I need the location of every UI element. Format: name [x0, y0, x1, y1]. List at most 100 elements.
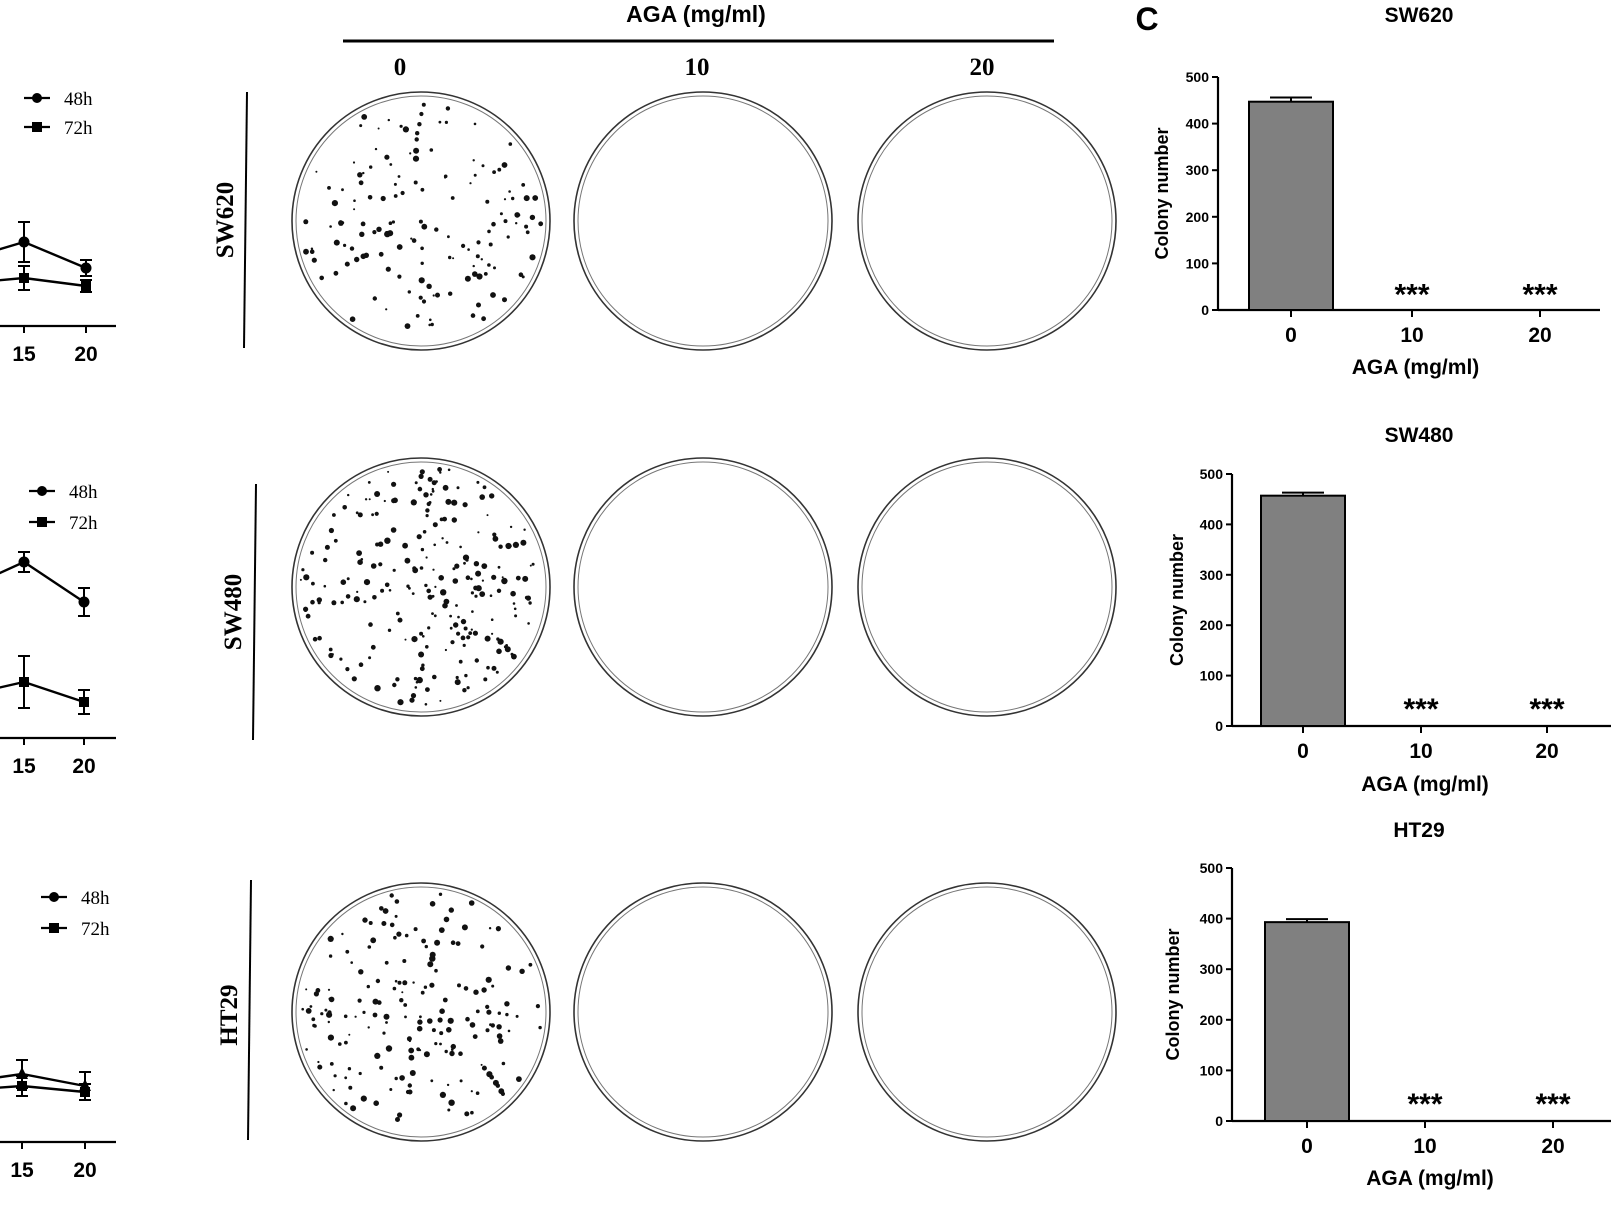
colony-dot: [509, 525, 513, 529]
significance-marker: ***: [1522, 278, 1557, 311]
colony-dot: [450, 940, 456, 945]
x-tick-label: 10: [1409, 740, 1432, 763]
colony-dot: [368, 498, 371, 501]
colony-dot: [317, 635, 322, 641]
colony-dot: [423, 1051, 430, 1058]
colony-dot: [426, 588, 432, 594]
colony-dot: [418, 295, 423, 300]
colony-dot: [450, 640, 455, 645]
colony-dot: [441, 537, 444, 540]
colony-dot: [510, 590, 516, 597]
colony-dot: [429, 901, 436, 907]
colony-dot: [477, 531, 480, 534]
colony-dot: [439, 699, 442, 702]
colony-dot: [397, 1112, 403, 1118]
colony-dot: [382, 908, 389, 914]
colony-dot: [506, 235, 510, 239]
colony-dot: [497, 1038, 504, 1044]
colony-dot: [329, 1062, 334, 1066]
colony-dot: [507, 1029, 511, 1033]
colony-dot: [404, 557, 411, 564]
colony-dot: [380, 588, 385, 593]
colony-dot: [391, 481, 397, 487]
colony-dot: [400, 190, 405, 196]
colony-dot: [473, 989, 479, 995]
colony-dot: [418, 473, 424, 479]
colony-dot: [375, 978, 381, 984]
colony-dot: [344, 1101, 348, 1106]
colony-dot: [505, 965, 512, 971]
colony-dot: [360, 253, 367, 260]
colony-dot: [359, 124, 363, 128]
colony-dot: [444, 648, 447, 652]
colony-dot: [472, 1034, 478, 1039]
colony-dot: [439, 1031, 444, 1036]
series-line-48h: [0, 1072, 86, 1088]
colony-dot: [348, 1085, 353, 1090]
colony-dot: [301, 568, 305, 572]
colony-dot: [417, 122, 422, 127]
colony-dot: [305, 1048, 308, 1051]
colony-dot: [313, 1024, 317, 1028]
colony-dot: [373, 1100, 380, 1106]
colony-dot: [317, 1064, 323, 1070]
colony-dot: [452, 567, 456, 571]
colony-dot: [413, 180, 418, 185]
colony-dot: [312, 636, 318, 642]
row-rule-ht29: [247, 879, 252, 1141]
colony-dot: [443, 598, 450, 605]
x-tick-label: 0: [1297, 740, 1309, 763]
colony-dot: [453, 622, 459, 628]
colony-dot: [327, 988, 331, 991]
colony-dot: [411, 592, 415, 595]
colony-dot: [418, 219, 423, 224]
colony-dot: [491, 632, 494, 635]
colony-dot: [391, 498, 397, 504]
colony-dot: [362, 171, 365, 175]
colony-dot: [354, 1015, 357, 1018]
colony-dot: [389, 922, 395, 928]
point-marker: [79, 697, 89, 707]
petri-dish-ht29-20: [857, 882, 1117, 1142]
colony-dot: [420, 187, 425, 192]
dish-inner-rim: [577, 461, 829, 713]
colony-dot: [429, 493, 433, 496]
colony-dot: [394, 979, 398, 983]
y-tick-label: 200: [1200, 1012, 1224, 1028]
colony-dot: [496, 648, 502, 655]
colony-dot: [419, 469, 425, 475]
colony-dot: [464, 275, 471, 282]
colony-dot: [420, 246, 424, 251]
colony-dot: [425, 687, 430, 692]
colony-dot: [417, 486, 423, 492]
y-tick-label: 300: [1200, 961, 1224, 977]
colony-dot: [447, 235, 450, 239]
colony-dot: [364, 498, 368, 501]
colony-dot: [418, 651, 425, 658]
colony-dot: [452, 578, 459, 584]
colony-dot: [367, 1026, 370, 1029]
colony-dot: [349, 246, 355, 251]
colony-dot: [411, 636, 418, 643]
bar-chart-bar-sw480: SW480 0 100 200 300 400 500 Colony number 0 10 ***…: [1167, 424, 1611, 796]
bar: [1248, 100, 1334, 311]
colony-dot: [394, 1076, 398, 1081]
y-tick-label: 500: [1186, 69, 1210, 85]
colony-dot: [466, 635, 471, 640]
y-tick-label: 400: [1186, 116, 1210, 132]
colony-dot: [360, 558, 364, 561]
colony-dot: [434, 968, 438, 973]
colony-dot: [432, 568, 435, 571]
colony-dot: [429, 318, 432, 322]
colony-dot: [424, 583, 428, 588]
y-tick-label: 100: [1186, 255, 1210, 271]
x-tick-label: 15: [12, 755, 36, 778]
colony-dot: [341, 932, 344, 936]
colony-dot: [376, 226, 382, 232]
colony-dot: [344, 1076, 348, 1080]
x-tick-label: 20: [1541, 1135, 1564, 1158]
colony-dot: [528, 962, 533, 967]
colony-dot: [427, 594, 433, 600]
colony-dot: [345, 594, 351, 599]
colony-dot: [505, 1012, 509, 1017]
